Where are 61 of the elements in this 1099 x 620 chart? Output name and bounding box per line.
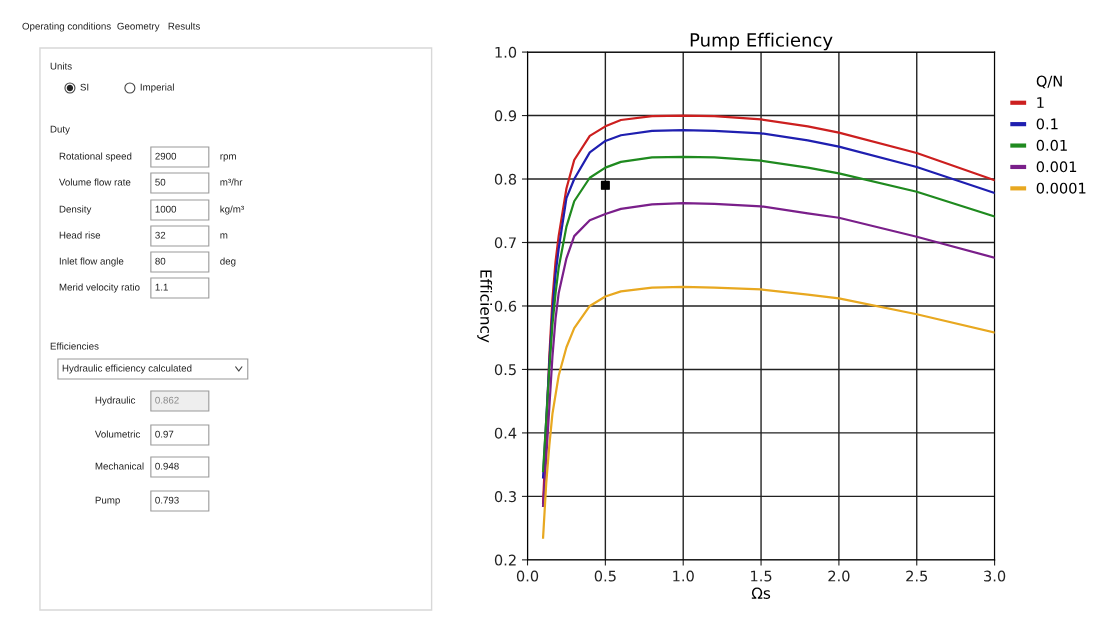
text: Head rise — [59, 231, 101, 239]
y-tick-label: 0.8 — [494, 173, 517, 185]
y-tick-label: 0.9 — [494, 110, 517, 122]
line-series — [541, 202, 995, 508]
text: rpm — [220, 154, 236, 162]
text: 0.793 — [155, 496, 179, 504]
text: m³/hr — [220, 178, 243, 186]
text: 50 — [155, 178, 166, 186]
text: Inlet flow angle — [59, 257, 124, 267]
chart-title: Pump Efficiency — [690, 32, 833, 51]
text: Geometry — [117, 22, 160, 32]
x-tick-label: 2.0 — [828, 570, 850, 582]
y-axis-title: Efficiency — [477, 270, 493, 343]
text: Operating conditions — [22, 22, 111, 32]
x-tick-label: 2.5 — [906, 570, 928, 582]
text: deg — [220, 257, 236, 267]
x-axis-title: Ωs — [751, 587, 771, 599]
text: kg/m³ — [220, 205, 244, 215]
legend-title: Q/N — [1036, 75, 1062, 89]
y-tick-label: 0.5 — [494, 364, 516, 376]
text: Volumetric — [94, 430, 141, 438]
legend-label: 0.01 — [1036, 139, 1067, 151]
x-tick-label: 3.0 — [984, 570, 1006, 582]
text: Hydraulic — [95, 396, 136, 406]
legend-label: 0.1 — [1036, 118, 1058, 130]
text: Volume flow rate — [58, 178, 131, 186]
text: 1000 — [155, 205, 177, 213]
y-tick-label: 1.0 — [495, 46, 517, 58]
text: 32 — [155, 231, 166, 239]
x-tick-label: 1.0 — [673, 570, 694, 582]
legend-label: 0.0001 — [1036, 182, 1086, 194]
y-tick-label: 0.6 — [494, 300, 517, 312]
text: Results — [168, 22, 200, 30]
line-series — [541, 285, 995, 539]
y-tick-label: 0.2 — [494, 554, 516, 566]
y-tick-label: 0.7 — [494, 237, 516, 249]
text: Rotational speed — [59, 152, 132, 162]
x-tick-label: 0.0 — [516, 570, 539, 582]
text: Merid velocity ratio — [59, 283, 140, 293]
text: Units — [50, 62, 72, 70]
text: 80 — [155, 257, 166, 265]
text: Pump — [95, 496, 120, 506]
x-tick-label: 0.5 — [594, 570, 616, 582]
text: Density — [59, 205, 92, 215]
text: 0.948 — [155, 462, 179, 470]
x-tick-label: 1.5 — [751, 570, 772, 582]
text: m — [220, 233, 228, 239]
text: Hydraulic efficiency calculated — [62, 364, 192, 374]
text: 0.862 — [155, 396, 179, 404]
legend-label: 1 — [1037, 97, 1044, 108]
text: Mechanical — [95, 462, 144, 470]
y-tick-label: 0.3 — [494, 491, 516, 503]
text: Duty — [50, 125, 70, 135]
text: SI — [80, 83, 89, 91]
text: Efficiencies — [50, 342, 99, 350]
text: Imperial — [140, 83, 174, 93]
text: 1.1 — [155, 283, 168, 291]
y-tick-label: 0.4 — [494, 427, 517, 439]
text: 2900 — [155, 152, 177, 160]
legend-label: 0.001 — [1036, 161, 1077, 173]
text: 0.97 — [155, 430, 174, 438]
